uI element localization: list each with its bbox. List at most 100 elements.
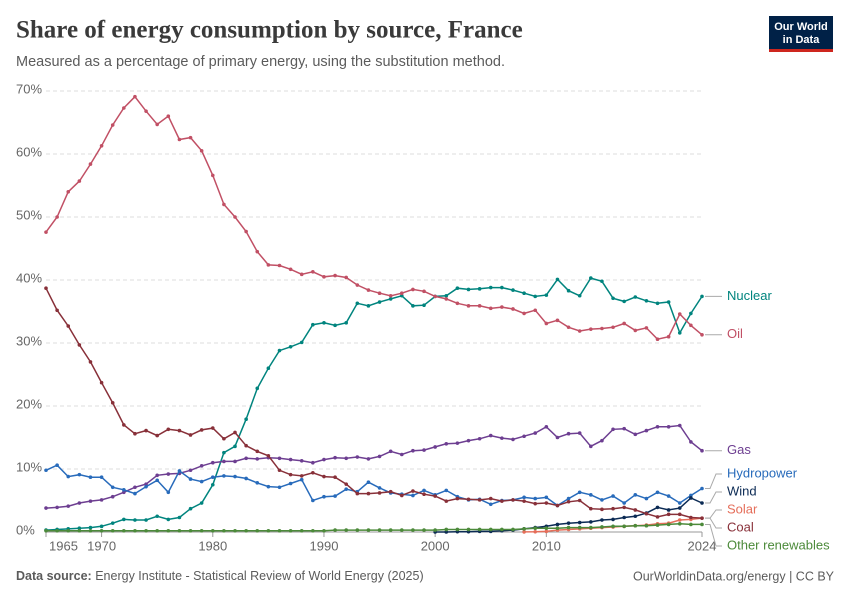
data-point (666, 300, 671, 304)
legend-label: Solar (727, 501, 758, 516)
data-point (622, 321, 626, 326)
data-point (522, 434, 526, 439)
data-point (655, 515, 660, 519)
source-text: Energy Institute - Statistical Review of… (95, 569, 423, 583)
data-point (399, 493, 404, 498)
data-point (244, 443, 248, 448)
series-line (45, 464, 703, 507)
data-point (466, 438, 471, 443)
data-point (600, 498, 604, 502)
data-point (455, 301, 460, 306)
data-point (199, 149, 204, 153)
data-point (110, 401, 115, 405)
data-point (222, 450, 226, 455)
data-point (122, 487, 126, 492)
data-point (488, 527, 493, 532)
data-point (366, 288, 371, 292)
data-point (110, 528, 115, 533)
series-line (45, 424, 703, 509)
data-point (244, 229, 248, 234)
data-point (344, 528, 349, 532)
data-point (55, 528, 59, 533)
data-point (77, 528, 82, 533)
data-point (488, 306, 493, 311)
data-point (399, 291, 404, 296)
logo[interactable]: Our World in Data (769, 16, 833, 52)
data-point (500, 305, 504, 309)
y-tick-label: 50% (16, 207, 42, 222)
data-point (455, 527, 460, 532)
chart-title: Share of energy consumption by source, F… (16, 17, 523, 44)
y-tick-label: 20% (16, 396, 42, 411)
data-point (299, 272, 304, 277)
data-point (366, 304, 371, 308)
data-point (133, 431, 137, 436)
data-point (589, 276, 593, 280)
data-point (533, 431, 538, 435)
data-point (388, 449, 393, 454)
data-point (110, 494, 115, 499)
data-point (700, 486, 704, 491)
data-point (666, 512, 671, 517)
data-point (466, 287, 471, 292)
x-tick-label: 1980 (198, 538, 227, 553)
data-point (110, 521, 115, 525)
data-point (488, 496, 493, 501)
data-point (544, 526, 549, 531)
data-point (55, 463, 59, 468)
data-point (544, 529, 549, 534)
data-point (255, 528, 260, 533)
data-point (144, 109, 148, 113)
data-point (210, 528, 215, 533)
data-point (655, 301, 660, 306)
data-point (666, 424, 671, 429)
data-point (633, 493, 638, 497)
legend-label: Hydropower (727, 465, 798, 480)
data-point (355, 455, 360, 459)
data-point (600, 326, 604, 331)
data-point (166, 427, 171, 432)
data-point (577, 431, 582, 435)
data-point (611, 296, 615, 301)
y-tick-label: 30% (16, 333, 42, 348)
data-point (311, 498, 315, 503)
data-point (133, 518, 137, 522)
data-point (377, 528, 382, 532)
data-point (677, 312, 682, 316)
data-point (166, 528, 171, 533)
footer-credit[interactable]: OurWorldinData.org/energy | CC BY (633, 569, 835, 583)
data-point (188, 477, 193, 481)
data-point (199, 479, 204, 484)
data-point (544, 321, 549, 326)
data-point (244, 456, 248, 461)
data-point (355, 491, 360, 496)
data-point (622, 505, 626, 510)
data-point (633, 295, 638, 299)
data-point (411, 493, 415, 498)
data-point (155, 528, 159, 533)
logo-box (769, 16, 833, 50)
data-point (677, 423, 682, 428)
data-point (177, 469, 182, 473)
data-point (466, 527, 471, 532)
data-point (566, 325, 571, 330)
data-point (689, 493, 693, 498)
data-point (288, 267, 293, 272)
series (44, 463, 704, 508)
data-point (511, 437, 515, 442)
data-point (166, 517, 171, 522)
data-point (388, 528, 393, 532)
data-point (622, 426, 626, 431)
data-point (500, 285, 504, 290)
data-point (177, 515, 182, 520)
data-point (455, 286, 460, 290)
data-point (522, 530, 526, 534)
data-point (199, 428, 204, 432)
data-point (422, 492, 426, 497)
data-point (122, 423, 126, 427)
data-point (188, 433, 193, 437)
data-point (477, 498, 482, 502)
data-point (422, 488, 426, 493)
data-point (689, 323, 693, 328)
data-point (511, 527, 515, 532)
